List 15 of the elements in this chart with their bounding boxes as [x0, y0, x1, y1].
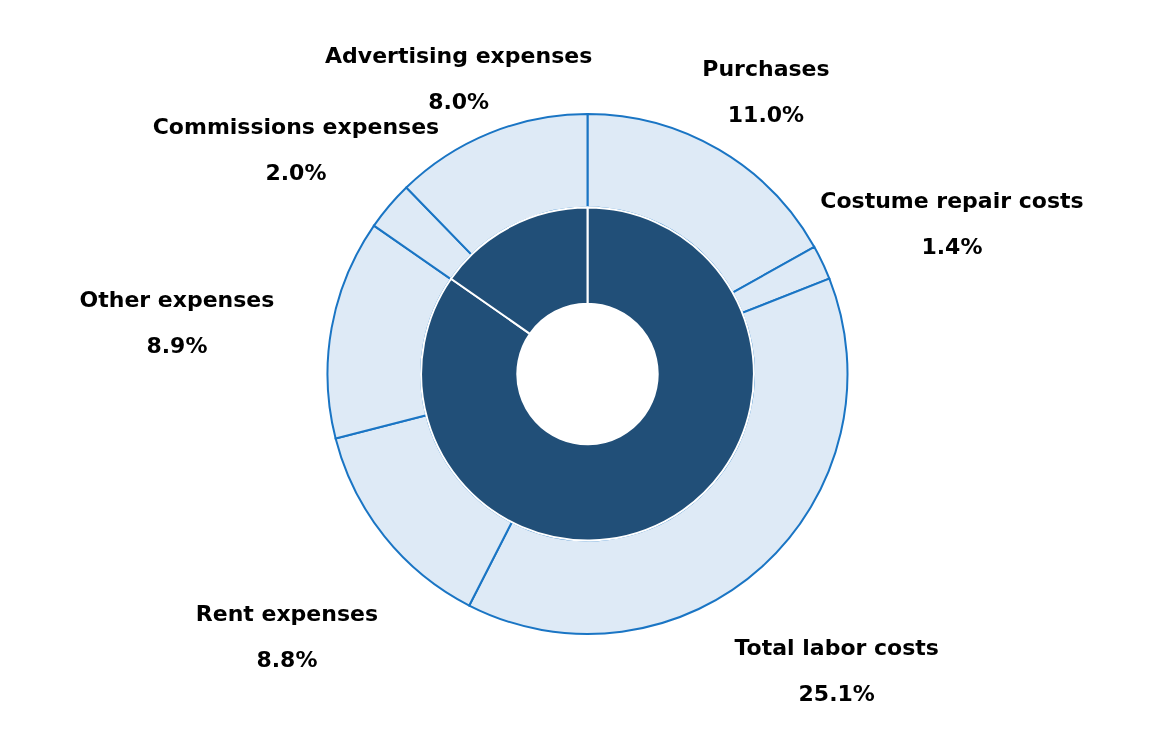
- slice-label: Other expenses: [79, 287, 275, 313]
- donut-slice: [420, 206, 755, 542]
- data-label: 25.1%: [798, 681, 875, 707]
- data-label: 1.4%: [921, 233, 983, 259]
- data-label: 8.8%: [256, 647, 318, 673]
- slice-label: Advertising expenses: [325, 43, 593, 69]
- slice-label: Costume repair costs: [820, 187, 1084, 213]
- slice-label: Purchases: [702, 56, 830, 82]
- data-label: 8.0%: [428, 89, 490, 115]
- data-label: 11.0%: [727, 102, 805, 128]
- data-label: 2.0%: [265, 159, 327, 185]
- slice-label: Commissions expenses: [152, 113, 440, 139]
- data-label: 8.9%: [146, 333, 208, 359]
- slice-label: Total labor costs: [734, 635, 939, 661]
- slice-label: Rent expenses: [195, 601, 379, 627]
